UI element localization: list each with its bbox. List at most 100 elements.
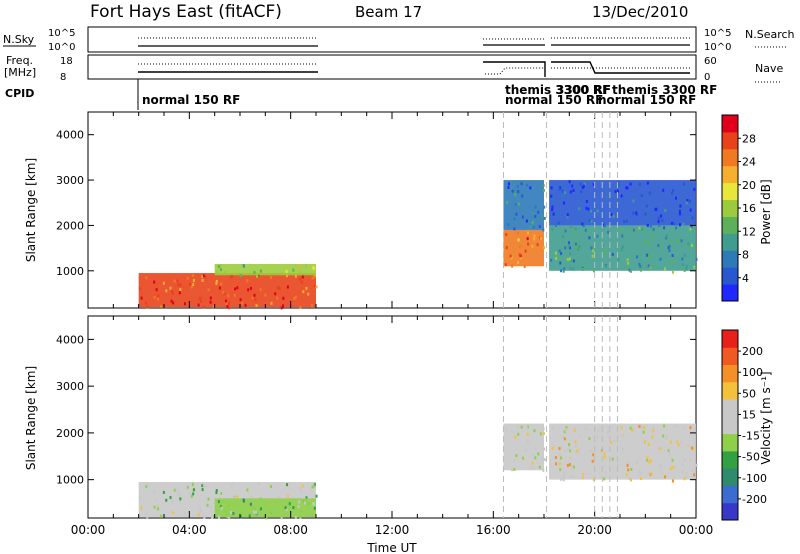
- data-cell: [685, 472, 688, 476]
- data-cell: [564, 246, 567, 250]
- data-cell: [569, 266, 572, 270]
- data-cell: [248, 514, 251, 518]
- data-cell: [685, 186, 688, 190]
- data-cell: [651, 234, 654, 238]
- data-cell: [529, 465, 532, 469]
- data-cell: [638, 424, 641, 428]
- data-cell: [661, 182, 664, 186]
- velocity-ylabel: Slant Range [km]: [24, 366, 38, 470]
- cpid-themis-1: themis 3300 RF: [505, 83, 610, 97]
- data-cell: [581, 476, 584, 480]
- cpid-normal-early: normal 150 RF: [142, 93, 240, 107]
- data-cell: [680, 440, 683, 444]
- data-cell: [572, 475, 575, 479]
- data-cell: [582, 184, 585, 188]
- data-cell: [610, 441, 613, 445]
- data-cell: [259, 269, 262, 273]
- data-cell: [227, 301, 230, 305]
- data-cell: [577, 451, 580, 455]
- data-cell: [688, 215, 691, 219]
- data-cell: [157, 297, 160, 301]
- data-cell: [165, 498, 168, 502]
- data-cell: [188, 282, 191, 286]
- data-cell: [638, 226, 641, 230]
- data-cell: [647, 442, 650, 446]
- data-cell: [230, 484, 233, 488]
- data-cell: [170, 509, 173, 513]
- nsky-traces: [138, 37, 690, 47]
- data-cell: [517, 432, 520, 436]
- data-cell: [230, 511, 233, 515]
- data-cell: [506, 200, 509, 204]
- data-cell: [207, 288, 210, 292]
- data-cell: [176, 488, 179, 492]
- data-cell: [689, 199, 692, 203]
- data-cell: [542, 188, 545, 192]
- colorbar-cell: [722, 182, 738, 201]
- data-cell: [689, 458, 692, 462]
- data-cell: [575, 449, 578, 453]
- y-tick-label: 1000: [56, 265, 84, 278]
- data-cell: [559, 477, 562, 481]
- data-cell: [517, 202, 520, 206]
- data-cell: [602, 214, 605, 218]
- data-cell: [257, 482, 260, 486]
- data-cell: [179, 287, 182, 291]
- data-cell: [518, 253, 521, 257]
- data-cell: [215, 270, 218, 274]
- data-cell: [620, 248, 623, 252]
- data-cell: [689, 426, 692, 430]
- data-cell: [541, 215, 544, 219]
- date-label: 13/Dec/2010: [592, 3, 688, 21]
- data-cell: [192, 279, 195, 283]
- data-cell: [179, 492, 182, 496]
- data-cell: [570, 464, 573, 468]
- data-cell: [650, 472, 653, 476]
- data-cell: [265, 516, 268, 520]
- y-tick-label: 2000: [56, 427, 84, 440]
- freq-label-1: Freq.: [6, 54, 33, 67]
- data-cell: [631, 229, 634, 233]
- data-cell: [592, 269, 595, 273]
- data-cell: [659, 244, 662, 248]
- data-cell: [153, 295, 156, 299]
- data-cell: [510, 186, 513, 190]
- data-cell: [570, 224, 573, 228]
- data-cell: [590, 209, 593, 213]
- data-cell: [171, 289, 174, 293]
- data-cell: [579, 182, 582, 186]
- power-ylabel: Slant Range [km]: [24, 158, 38, 262]
- data-cell: [155, 497, 158, 501]
- data-cell: [239, 298, 242, 302]
- data-cell: [673, 475, 676, 479]
- data-cell: [526, 432, 529, 436]
- data-cell: [588, 437, 591, 441]
- data-cell: [663, 226, 666, 230]
- data-cell: [145, 276, 148, 280]
- data-cell: [285, 508, 288, 512]
- data-cell: [646, 181, 649, 185]
- data-cell: [201, 278, 204, 282]
- data-cell: [507, 182, 510, 186]
- data-cell: [665, 434, 668, 438]
- colorbar-tick-label: 4: [742, 272, 749, 285]
- data-cell: [692, 447, 695, 451]
- data-cell: [561, 195, 564, 199]
- colorbar-tick-label: 15: [742, 408, 756, 421]
- data-cell: [563, 267, 566, 271]
- data-cell: [211, 515, 214, 519]
- data-cell: [247, 288, 250, 292]
- nave-tick-bottom: 0: [704, 72, 710, 83]
- data-cell: [568, 443, 571, 447]
- data-cell: [626, 258, 629, 262]
- data-cell: [560, 182, 563, 186]
- data-cell: [591, 459, 594, 463]
- data-cell: [575, 246, 578, 250]
- data-cell: [584, 228, 587, 232]
- colorbar-cell: [722, 330, 738, 348]
- power-panel: 1000 2000 3000 4000 Slant Range [km]: [24, 111, 698, 310]
- data-cell: [647, 264, 650, 268]
- data-cell: [677, 241, 680, 245]
- data-cell: [543, 447, 546, 451]
- data-cell: [651, 435, 654, 439]
